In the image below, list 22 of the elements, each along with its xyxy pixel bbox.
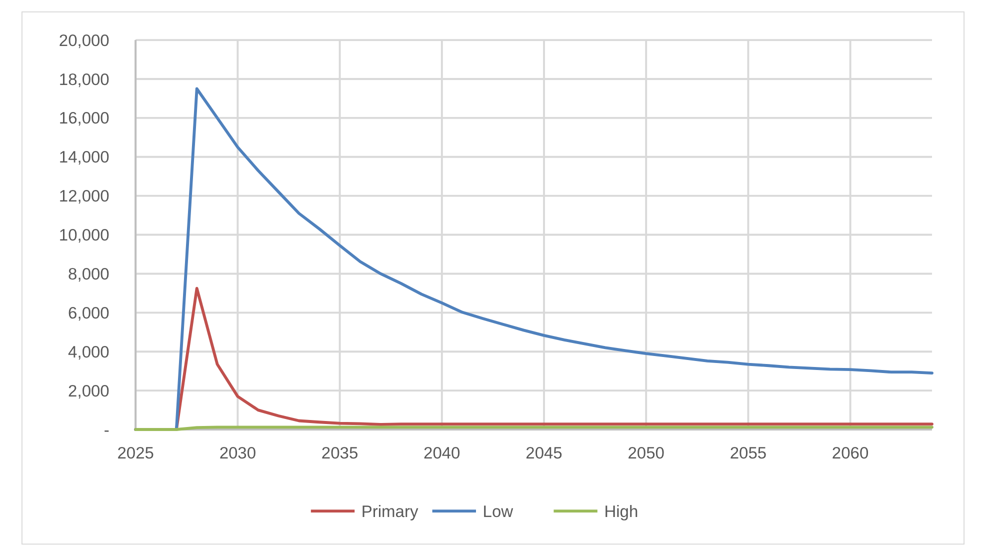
legend-label: Low xyxy=(482,502,514,521)
x-tick-label: 2050 xyxy=(628,444,664,463)
x-tick-label: 2025 xyxy=(117,444,154,463)
y-tick-label: 10,000 xyxy=(58,226,110,245)
legend-label: Primary xyxy=(361,502,419,521)
y-tick-label: 18,000 xyxy=(58,70,110,89)
x-tick-label: 2030 xyxy=(219,444,256,463)
x-tick-label: 2040 xyxy=(424,444,460,463)
x-tick-label: 2045 xyxy=(526,444,562,463)
x-tick-label: 2055 xyxy=(730,444,767,463)
y-tick-label: 2,000 xyxy=(68,382,110,400)
y-tick-label: 20,000 xyxy=(58,32,110,50)
y-tick-label: 14,000 xyxy=(58,148,110,167)
y-tick-label: 4,000 xyxy=(68,343,110,362)
y-tick-label: 12,000 xyxy=(58,188,110,206)
y-tick-label: 6,000 xyxy=(68,304,110,322)
x-tick-label: 2035 xyxy=(321,444,358,463)
y-tick-label: 8,000 xyxy=(68,266,110,284)
y-tick-label: 16,000 xyxy=(58,110,110,128)
y-tick-label: - xyxy=(104,421,110,440)
x-tick-label: 2060 xyxy=(832,444,869,463)
legend-label: High xyxy=(604,502,638,521)
